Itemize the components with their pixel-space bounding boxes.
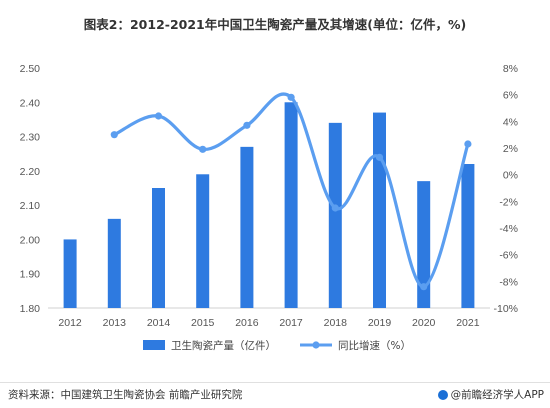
x-tick-label: 2013 — [103, 317, 127, 329]
bar-2017 — [284, 102, 298, 309]
x-tick-label: 2018 — [324, 317, 348, 329]
bar-2016 — [240, 146, 254, 308]
y-right-tick-label: 2% — [503, 143, 518, 155]
bar-2015 — [196, 174, 210, 308]
bar-2013 — [107, 218, 121, 308]
bar-2021 — [461, 164, 475, 308]
growth-point-2016 — [243, 121, 251, 129]
y-left-tick-label: 1.80 — [20, 303, 41, 315]
x-tick-label: 2019 — [368, 317, 392, 329]
legend-line-label: 同比增速（%） — [338, 339, 411, 352]
growth-point-2019 — [375, 153, 384, 161]
footer: 资料来源：中国建筑卫生陶瓷协会 前瞻产业研究院 @前瞻经济学人APP — [0, 382, 550, 403]
y-right-tick-label: -4% — [499, 223, 518, 235]
growth-point-2014 — [154, 112, 163, 120]
y-right-tick-label: 6% — [503, 90, 518, 102]
growth-point-2018 — [331, 204, 339, 212]
y-right-tick-label: -6% — [499, 250, 518, 262]
y-right-tick-label: 8% — [503, 63, 518, 75]
x-tick-label: 2012 — [58, 317, 82, 329]
y-right-tick-label: -8% — [499, 276, 518, 288]
y-left-tick-label: 2.20 — [20, 166, 41, 178]
bar-2019 — [373, 112, 386, 308]
y-left-tick-label: 2.50 — [20, 63, 41, 75]
y-left-tick-label: 2.00 — [20, 234, 41, 246]
brand-logo-icon — [437, 389, 448, 400]
y-left-tick-label: 2.30 — [20, 132, 41, 144]
x-tick-label: 2020 — [412, 317, 436, 329]
x-tick-label: 2017 — [279, 317, 303, 329]
y-right-tick-label: 4% — [503, 116, 518, 128]
growth-point-2017 — [287, 93, 295, 101]
chart-title: 图表2：2012-2021年中国卫生陶瓷产量及其增速(单位：亿件，%) — [83, 17, 467, 32]
y-right-tick-label: 0% — [503, 170, 518, 182]
x-tick-label: 2015 — [191, 317, 215, 329]
growth-point-2015 — [199, 145, 207, 153]
legend-bar-label: 卫生陶瓷产量（亿件） — [171, 339, 276, 352]
y-left-tick-label: 2.40 — [20, 97, 41, 109]
chart-area: 1.80 1.90 2.00 2.10 2.20 2.30 2.40 2.50 -10% -8% -… — [20, 63, 518, 352]
bar-2012 — [63, 239, 77, 308]
source-note: 资料来源：中国建筑卫生陶瓷协会 前瞻产业研究院 — [8, 389, 243, 401]
brand-mark: @前瞻经济学人APP — [437, 387, 544, 402]
x-tick-label: 2016 — [235, 317, 259, 329]
bar-2014 — [152, 188, 165, 308]
bar-2018 — [328, 122, 342, 308]
x-tick-label: 2014 — [147, 317, 171, 329]
legend-line-marker — [312, 341, 320, 349]
growth-point-2013 — [110, 131, 118, 139]
growth-point-2020 — [420, 283, 428, 291]
bar-2020 — [417, 181, 431, 308]
x-tick-label: 2021 — [456, 317, 480, 329]
y-left-tick-label: 2.10 — [20, 200, 41, 212]
legend-bar-swatch — [143, 340, 165, 350]
brand-text: @前瞻经济学人APP — [450, 389, 544, 401]
growth-point-2021 — [464, 140, 472, 148]
y-left-tick-label: 1.90 — [20, 269, 41, 281]
y-right-tick-label: -2% — [499, 196, 518, 208]
y-right-tick-label: -10% — [493, 303, 518, 315]
